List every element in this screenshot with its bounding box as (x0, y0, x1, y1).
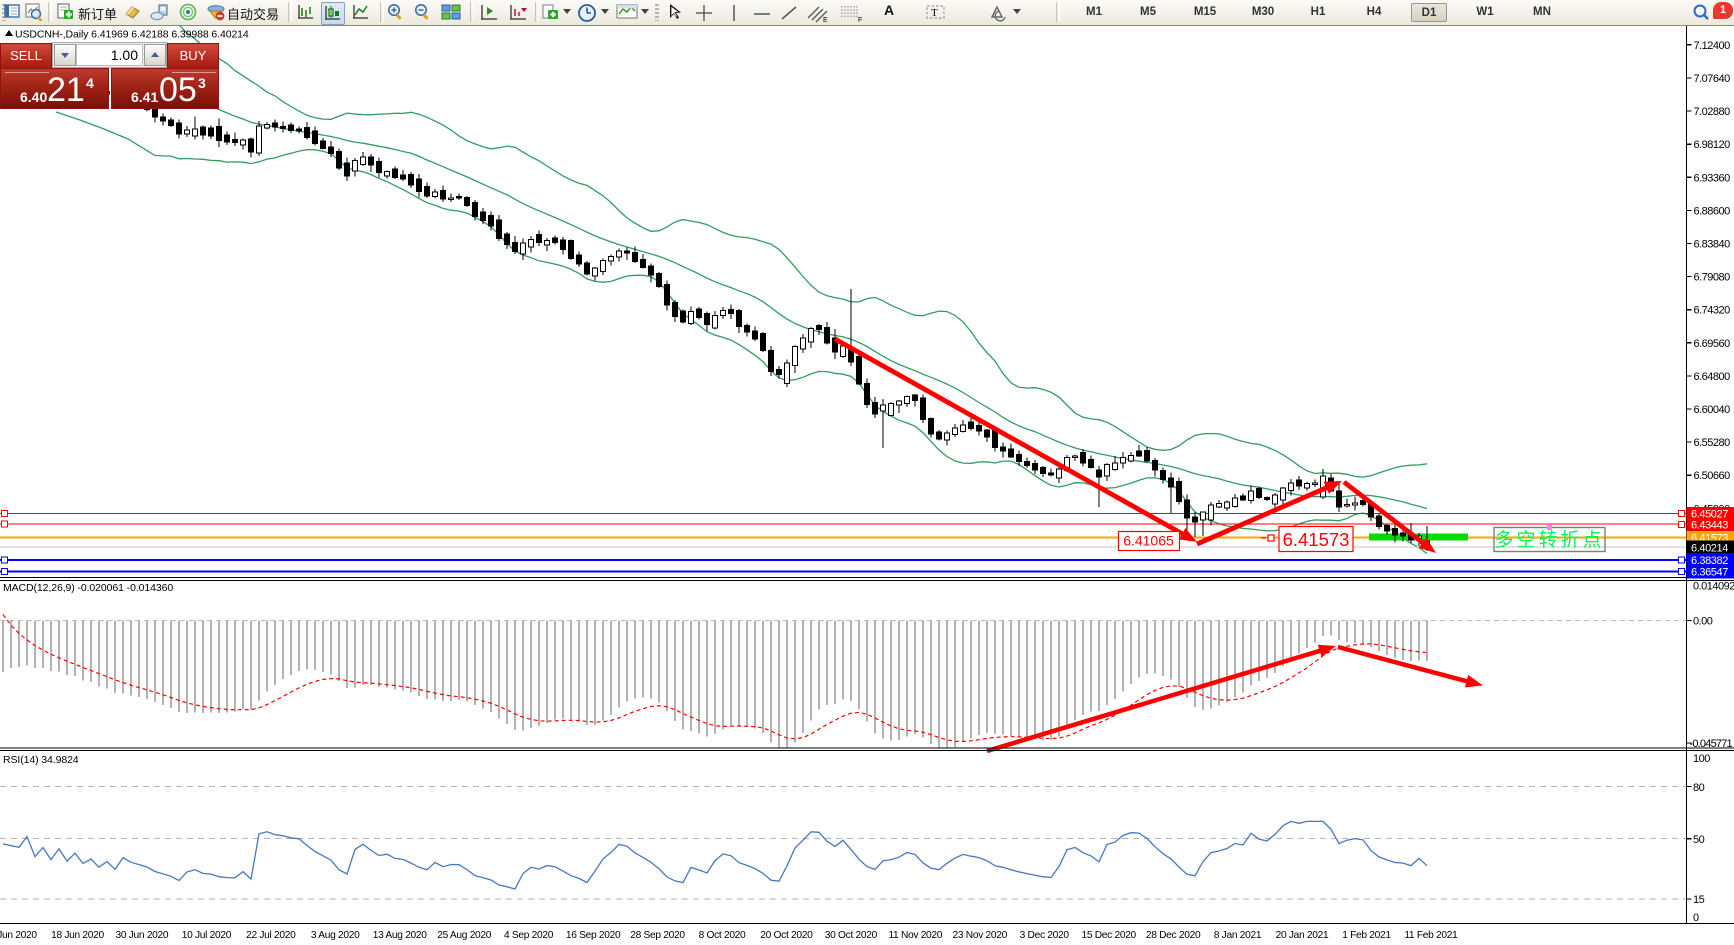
svg-text:T: T (931, 7, 938, 19)
svg-text:6.45027: 6.45027 (1691, 509, 1728, 521)
svg-text:E: E (823, 17, 828, 23)
svg-text:50: 50 (1693, 834, 1705, 846)
svg-text:28 Sep 2020: 28 Sep 2020 (630, 930, 685, 941)
svg-text:8 Oct 2020: 8 Oct 2020 (699, 930, 746, 941)
svg-text:13 Aug 2020: 13 Aug 2020 (373, 930, 428, 941)
svg-text:6.88600: 6.88600 (1694, 205, 1731, 217)
svg-text:7.12400: 7.12400 (1694, 40, 1731, 52)
svg-text:0.014092: 0.014092 (1693, 581, 1734, 593)
svg-text:16 Sep 2020: 16 Sep 2020 (566, 930, 621, 941)
svg-text:6.41065: 6.41065 (1123, 533, 1174, 549)
svg-text:28 Dec 2020: 28 Dec 2020 (1146, 930, 1201, 941)
svg-text:100: 100 (1693, 753, 1710, 765)
svg-text:6.41573: 6.41573 (1283, 529, 1350, 550)
svg-text:6.98120: 6.98120 (1694, 139, 1731, 151)
svg-text:20 Jan 2021: 20 Jan 2021 (1276, 930, 1329, 941)
svg-text:0.00: 0.00 (1693, 616, 1713, 628)
svg-text:4 Sep 2020: 4 Sep 2020 (504, 930, 554, 941)
svg-text:MACD(12,26,9) -0.020061 -0.014: MACD(12,26,9) -0.020061 -0.014360 (3, 582, 173, 594)
svg-text:3 Aug 2020: 3 Aug 2020 (311, 930, 360, 941)
svg-text:6.43443: 6.43443 (1691, 520, 1728, 532)
svg-text:11 Feb 2021: 11 Feb 2021 (1404, 930, 1458, 941)
svg-text:15 Dec 2020: 15 Dec 2020 (1081, 930, 1136, 941)
svg-text:6.55280: 6.55280 (1694, 437, 1731, 449)
svg-text:30 Jun 2020: 30 Jun 2020 (116, 930, 169, 941)
svg-text:18 Jun 2020: 18 Jun 2020 (51, 930, 104, 941)
svg-text:11 Nov 2020: 11 Nov 2020 (888, 930, 942, 941)
svg-text:6.79080: 6.79080 (1694, 272, 1731, 284)
svg-text:23 Nov 2020: 23 Nov 2020 (953, 930, 1008, 941)
svg-text:6.93360: 6.93360 (1694, 172, 1731, 184)
svg-text:多空转折点: 多空转折点 (1494, 529, 1604, 551)
svg-text:80: 80 (1693, 782, 1705, 794)
svg-text:25 Aug 2020: 25 Aug 2020 (437, 930, 492, 941)
svg-text:7.07640: 7.07640 (1694, 73, 1731, 85)
svg-text:7.02880: 7.02880 (1694, 106, 1731, 118)
svg-text:F: F (858, 17, 862, 23)
svg-text:10 Jul 2020: 10 Jul 2020 (182, 930, 232, 941)
svg-text:6.64800: 6.64800 (1694, 371, 1731, 383)
svg-text:-0.045771: -0.045771 (1690, 738, 1733, 750)
svg-text:8 Jun 2020: 8 Jun 2020 (0, 930, 37, 941)
svg-text:22 Jul 2020: 22 Jul 2020 (246, 930, 296, 941)
svg-text:6.50660: 6.50660 (1694, 470, 1731, 482)
svg-text:6.40214: 6.40214 (1691, 543, 1728, 555)
svg-text:6.83840: 6.83840 (1694, 239, 1731, 251)
svg-text:30 Oct 2020: 30 Oct 2020 (825, 930, 878, 941)
svg-text:6.69560: 6.69560 (1694, 338, 1731, 350)
svg-text:USDCNH-,Daily 6.41969 6.42188: USDCNH-,Daily 6.41969 6.42188 6.39988 6.… (15, 29, 249, 41)
svg-text:6.36547: 6.36547 (1691, 567, 1728, 579)
svg-text:RSI(14) 34.9824: RSI(14) 34.9824 (3, 754, 79, 766)
svg-text:15: 15 (1693, 894, 1705, 906)
svg-text:6.38382: 6.38382 (1691, 555, 1728, 567)
svg-text:8 Jan 2021: 8 Jan 2021 (1214, 930, 1262, 941)
svg-text:6.60040: 6.60040 (1694, 404, 1731, 416)
svg-text:0: 0 (1693, 912, 1699, 924)
svg-text:20 Oct 2020: 20 Oct 2020 (760, 930, 813, 941)
svg-text:1 Feb 2021: 1 Feb 2021 (1342, 930, 1391, 941)
svg-text:6.74320: 6.74320 (1694, 305, 1731, 317)
svg-text:3 Dec 2020: 3 Dec 2020 (1020, 930, 1070, 941)
